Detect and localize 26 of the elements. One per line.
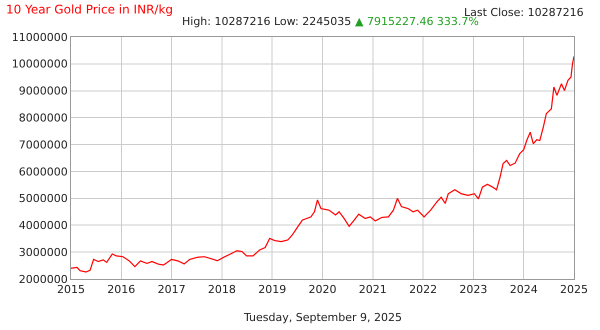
y-tick-label: 2000000 [18,272,68,286]
line-series [71,56,574,273]
y-tick-label: 4000000 [18,219,68,232]
text: ▲ 7915227.46 333.7% [355,15,479,28]
x-tick-label: 2015 [57,283,85,296]
x-tick-label: 2020 [308,283,336,296]
y-tick-label: 7000000 [18,138,68,152]
x-tick-label: 2021 [358,283,387,296]
y-tick-label: 3000000 [18,246,68,259]
y-tick-label: 11000000 [12,30,68,44]
x-tick-label: 2023 [459,283,488,296]
y-tick-label: 9000000 [18,84,68,98]
x-tick-label: 2024 [510,283,538,296]
x-tick-label: 2019 [258,283,286,296]
y-tick-label: 6000000 [18,165,68,178]
x-tick-label: 2016 [107,283,136,296]
text: Tuesday, September 9, 2025 [243,311,402,324]
x-tick-label: 2017 [158,283,186,296]
y-tick-label: 10000000 [12,58,68,71]
text: High: 10287216 Low: 2245035 [182,15,352,28]
y-tick-label: 8000000 [18,112,68,125]
x-tick-label: 2025 [560,283,588,296]
x-tick-label: 2022 [409,283,438,296]
y-tick-label: 5000000 [18,192,68,206]
x-tick-label: 2018 [208,283,236,296]
chart-title: 10 Year Gold Price in INR/kg [6,2,174,16]
